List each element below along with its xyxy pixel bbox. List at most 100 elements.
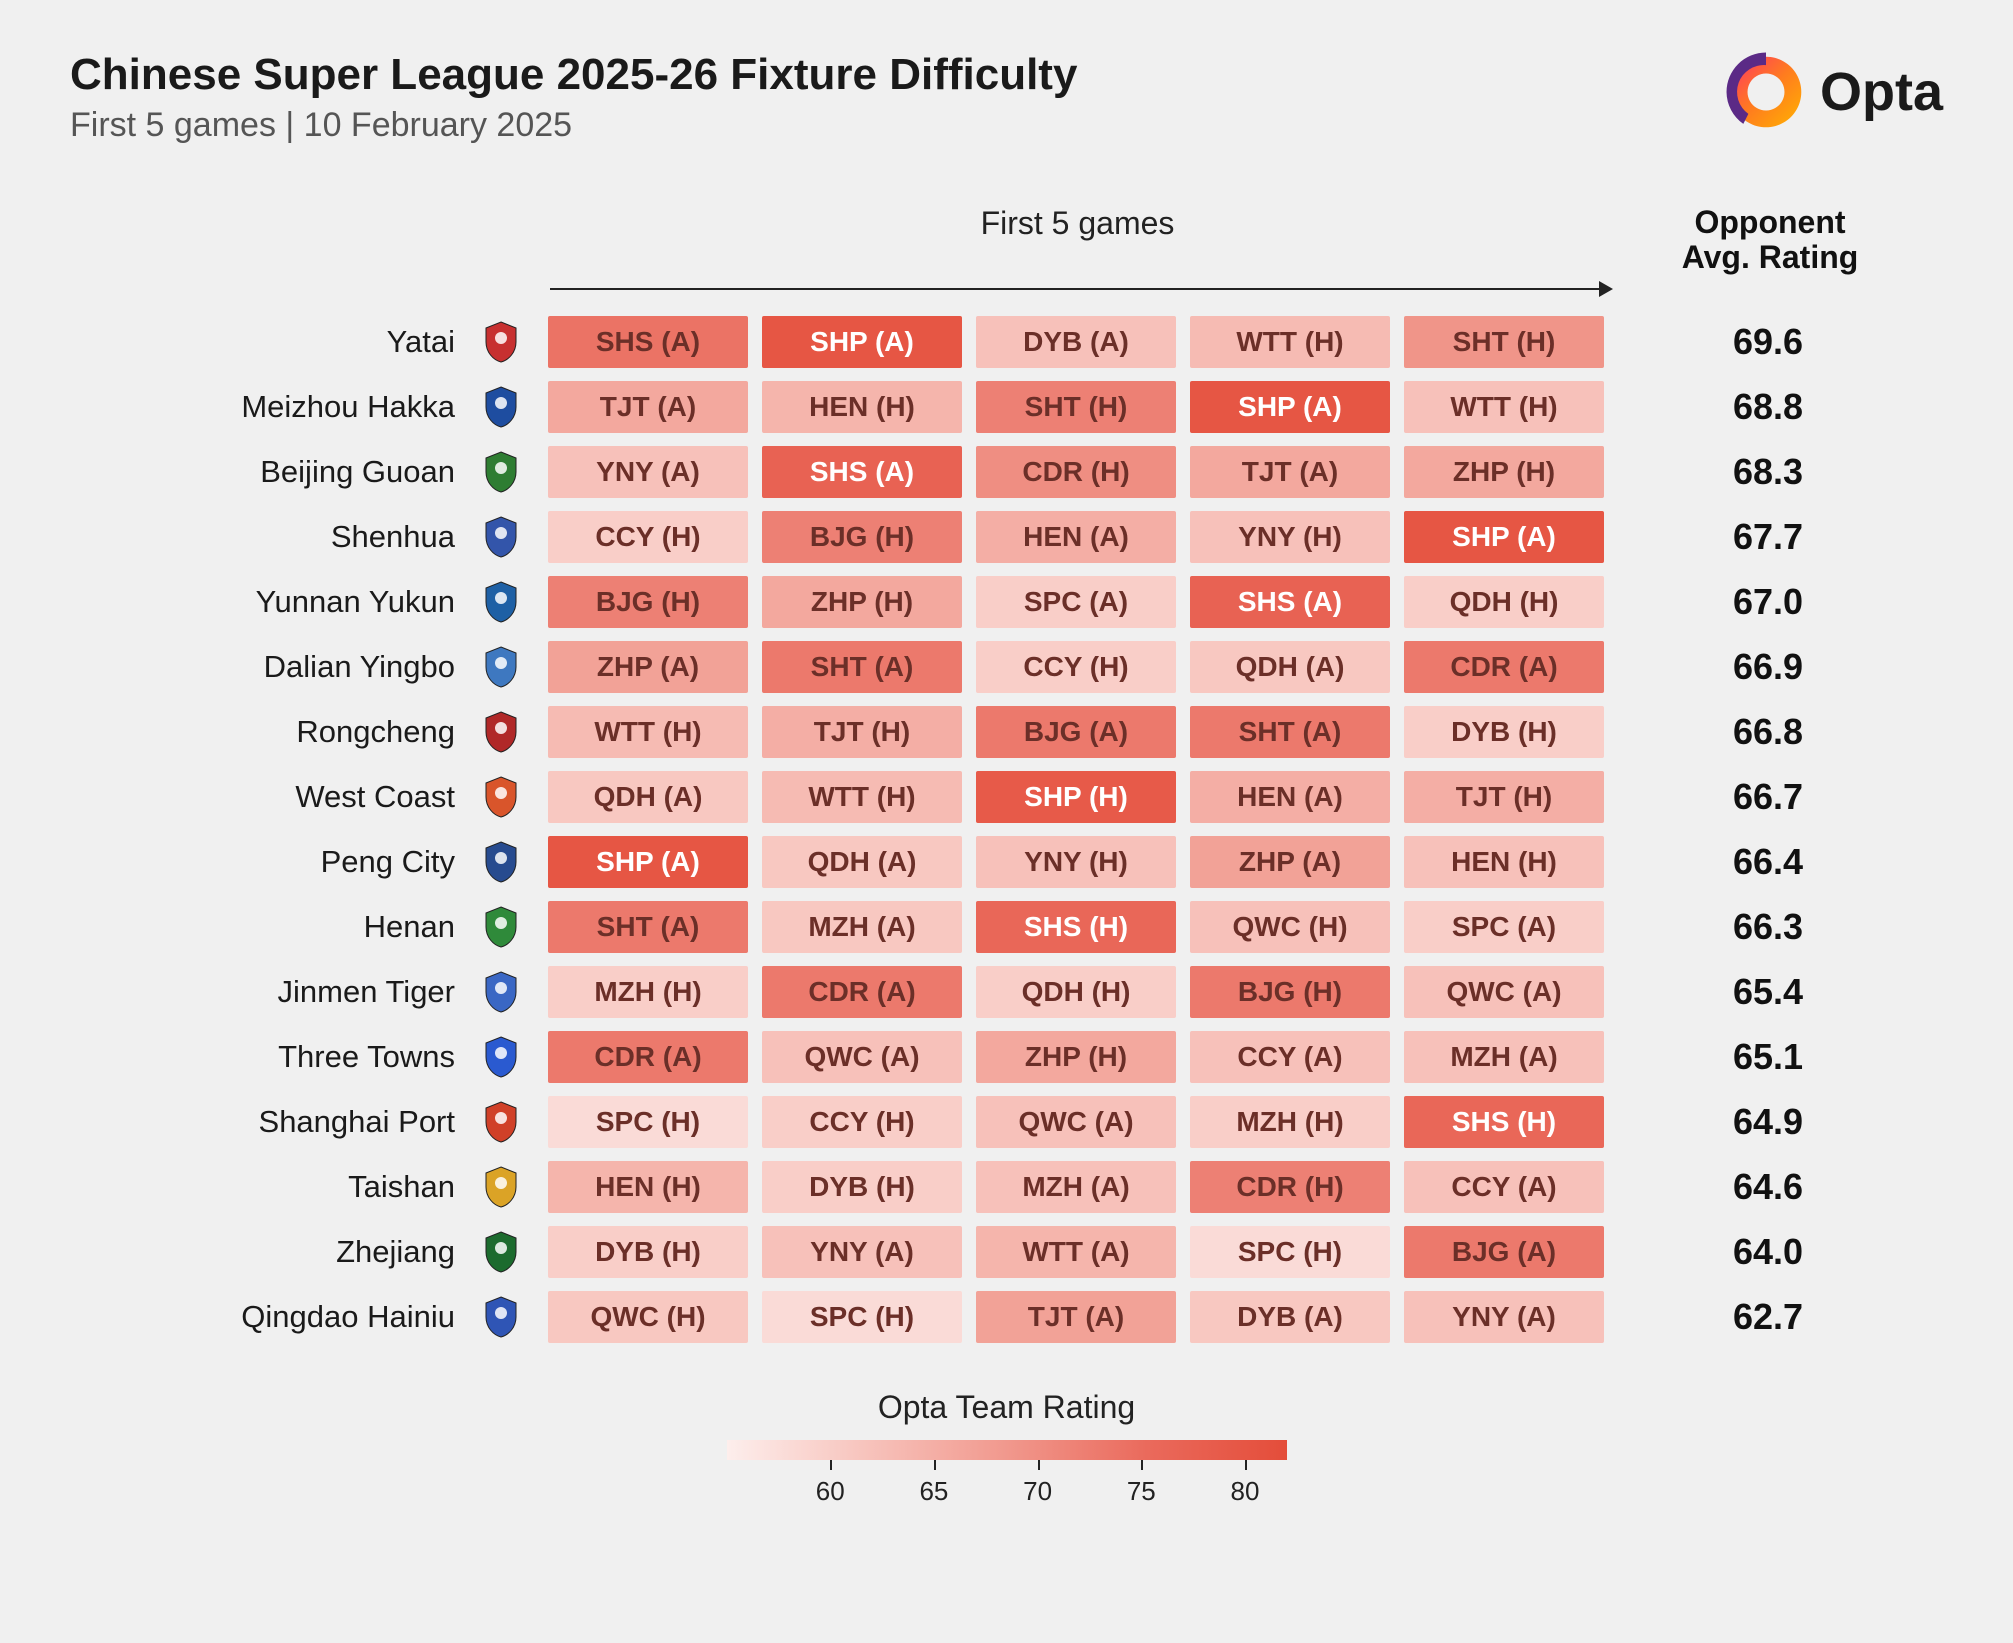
fixture-cell: HEN (H) [1404,836,1604,888]
legend-tick-label: 75 [1127,1476,1156,1507]
fixture-cell: WTT (H) [1190,316,1390,368]
fixture-cell: SPC (H) [1190,1226,1390,1278]
team-fixtures: HEN (H)DYB (H)MZH (A)CDR (H)CCY (A) [528,1161,1623,1213]
opta-logo-icon [1724,50,1808,134]
fixture-cell: SHP (H) [976,771,1176,823]
fixture-cell: WTT (H) [548,706,748,758]
fixture-cell: SHT (H) [976,381,1176,433]
fixture-cell: ZHP (A) [548,641,748,693]
team-badge-icon [473,1230,528,1274]
fixture-cell: BJG (H) [1190,966,1390,1018]
team-avg-rating: 62.7 [1623,1296,1913,1338]
fixture-cell: WTT (H) [762,771,962,823]
team-row: Shenhua CCY (H)BJG (H)HEN (A)YNY (H)SHP (… [70,504,1943,569]
fixture-cell: BJG (A) [976,706,1176,758]
fixture-cell: HEN (A) [1190,771,1390,823]
fixture-cell: SPC (A) [1404,901,1604,953]
fixture-cell: SHP (A) [1190,381,1390,433]
team-row: Peng CitySHP (A)QDH (A)YNY (H)ZHP (A)HEN… [70,829,1943,894]
fixture-cell: BJG (H) [762,511,962,563]
brand-logo: Opta [1724,50,1943,134]
team-row: Meizhou HakkaTJT (A)HEN (H)SHT (H)SHP (A… [70,374,1943,439]
team-badge-icon [473,515,528,559]
team-fixtures: CCY (H)BJG (H)HEN (A)YNY (H)SHP (A) [528,511,1623,563]
team-row: Three TownsCDR (A)QWC (A)ZHP (H)CCY (A)M… [70,1024,1943,1089]
team-avg-rating: 66.7 [1623,776,1913,818]
rating-header-line1: Opponent [1694,204,1845,240]
team-badge-icon [473,775,528,819]
fixture-cell: DYB (H) [762,1161,962,1213]
team-badge-icon [473,320,528,364]
team-fixtures: DYB (H)YNY (A)WTT (A)SPC (H)BJG (A) [528,1226,1623,1278]
team-fixtures: SPC (H)CCY (H)QWC (A)MZH (H)SHS (H) [528,1096,1623,1148]
fixture-cell: QWC (A) [762,1031,962,1083]
team-row: Yunnan Yukun BJG (H)ZHP (H)SPC (A)SHS (A)… [70,569,1943,634]
fixture-cell: MZH (H) [1190,1096,1390,1148]
team-badge-icon [473,385,528,429]
team-name: Beijing Guoan [70,454,473,490]
team-row: Shanghai PortSPC (H)CCY (H)QWC (A)MZH (H… [70,1089,1943,1154]
team-badge-icon [473,1295,528,1339]
fixture-cell: DYB (H) [548,1226,748,1278]
fixture-cell: SHT (A) [1190,706,1390,758]
team-name: Yunnan Yukun [70,584,473,620]
fixture-cell: HEN (H) [762,381,962,433]
team-row: Beijing GuoanYNY (A)SHS (A)CDR (H)TJT (A… [70,439,1943,504]
fixture-cell: MZH (A) [762,901,962,953]
fixture-difficulty-page: Chinese Super League 2025-26 Fixture Dif… [0,0,2013,1643]
team-badge-icon [473,840,528,884]
team-name: Henan [70,909,473,945]
team-fixtures: ZHP (A)SHT (A)CCY (H)QDH (A)CDR (A) [528,641,1623,693]
team-fixtures: QDH (A)WTT (H)SHP (H)HEN (A)TJT (H) [528,771,1623,823]
team-name: Taishan [70,1169,473,1205]
rating-column-header: Opponent Avg. Rating [1625,205,1915,275]
team-row: Jinmen TigerMZH (H)CDR (A)QDH (H)BJG (H)… [70,959,1943,1024]
team-fixtures: WTT (H)TJT (H)BJG (A)SHT (A)DYB (H) [528,706,1623,758]
fixture-cell: SHS (H) [976,901,1176,953]
fixture-cell: SHT (A) [762,641,962,693]
team-avg-rating: 69.6 [1623,321,1913,363]
team-name: West Coast [70,779,473,815]
fixture-cell: DYB (A) [1190,1291,1390,1343]
fixture-cell: SHS (A) [548,316,748,368]
team-name: Peng City [70,844,473,880]
games-arrow [530,279,1625,299]
team-fixtures: BJG (H)ZHP (H)SPC (A)SHS (A)QDH (H) [528,576,1623,628]
fixture-cell: YNY (H) [1190,511,1390,563]
team-fixtures: SHS (A)SHP (A)DYB (A)WTT (H)SHT (H) [528,316,1623,368]
fixture-cell: CCY (A) [1404,1161,1604,1213]
team-name: Shenhua [70,519,473,555]
fixture-cell: SHP (A) [762,316,962,368]
fixture-cell: CDR (H) [1190,1161,1390,1213]
arrow-spacer [70,279,530,299]
header: Chinese Super League 2025-26 Fixture Dif… [70,50,1943,145]
team-avg-rating: 67.7 [1623,516,1913,558]
fixture-cell: DYB (H) [1404,706,1604,758]
team-fixtures: CDR (A)QWC (A)ZHP (H)CCY (A)MZH (A) [528,1031,1623,1083]
fixture-table-body: YataiSHS (A)SHP (A)DYB (A)WTT (H)SHT (H)… [70,309,1943,1349]
fixture-cell: WTT (H) [1404,381,1604,433]
team-row: HenanSHT (A)MZH (A)SHS (H)QWC (H)SPC (A)… [70,894,1943,959]
fixture-cell: YNY (A) [762,1226,962,1278]
fixture-cell: QWC (H) [1190,901,1390,953]
team-badge-icon [473,970,528,1014]
legend-title: Opta Team Rating [70,1389,1943,1426]
fixture-cell: QWC (H) [548,1291,748,1343]
team-avg-rating: 66.3 [1623,906,1913,948]
fixture-cell: SPC (H) [548,1096,748,1148]
team-badge-icon [473,905,528,949]
legend-tick-label: 60 [816,1476,845,1507]
team-avg-rating: 68.8 [1623,386,1913,428]
col-header-spacer [70,205,530,275]
fixture-cell: SHS (H) [1404,1096,1604,1148]
fixture-cell: WTT (A) [976,1226,1176,1278]
fixture-cell: TJT (H) [1404,771,1604,823]
legend-tick [830,1460,832,1470]
team-badge-icon [473,1035,528,1079]
fixture-cell: TJT (A) [548,381,748,433]
arrow-line [550,288,1605,290]
team-name: Shanghai Port [70,1104,473,1140]
title-block: Chinese Super League 2025-26 Fixture Dif… [70,50,1077,145]
fixture-cell: CCY (H) [976,641,1176,693]
fixture-cell: BJG (H) [548,576,748,628]
